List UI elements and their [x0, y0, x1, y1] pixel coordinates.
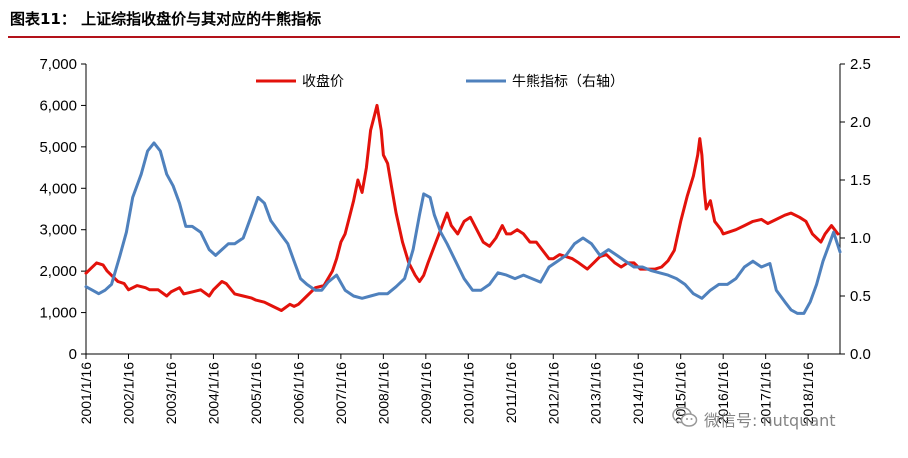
legend-label: 牛熊指标（右轴） — [512, 74, 624, 90]
y-right-tick-label: 0.5 — [850, 288, 871, 305]
y-left-tick-label: 3,000 — [39, 222, 77, 239]
x-tick-label: 2004/1/16 — [205, 362, 221, 424]
y-left-tick-label: 1,000 — [39, 305, 77, 322]
y-left-tick-label: 0 — [69, 346, 77, 363]
x-tick-label: 2002/1/16 — [120, 362, 136, 424]
title-underline — [8, 36, 900, 38]
y-right-tick-label: 2.5 — [850, 56, 871, 73]
x-tick-label: 2008/1/16 — [375, 362, 391, 424]
bull-bear-indicator-line — [84, 141, 842, 315]
x-tick-label: 2013/1/16 — [588, 362, 604, 424]
x-tick-label: 2014/1/16 — [630, 362, 646, 424]
x-tick-label: 2017/1/16 — [758, 362, 774, 424]
y-right-tick-label: 1.5 — [850, 172, 871, 189]
x-tick-label: 2012/1/16 — [545, 362, 561, 424]
wechat-icon — [672, 406, 698, 427]
x-tick-label: 2006/1/16 — [290, 362, 306, 424]
watermark-text: 微信号: nutquant — [704, 411, 836, 430]
x-tick-label: 2016/1/16 — [715, 362, 731, 424]
figure-title: 图表11： 上证综指收盘价与其对应的牛熊指标 — [10, 10, 322, 28]
y-left-tick-label: 4,000 — [39, 180, 77, 197]
y-left-tick-label: 6,000 — [39, 97, 77, 114]
y-left-tick-label: 5,000 — [39, 139, 77, 156]
x-tick-label: 2010/1/16 — [460, 362, 476, 424]
x-tick-label: 2003/1/16 — [163, 362, 179, 424]
y-left-tick-label: 7,000 — [39, 56, 77, 73]
y-right-tick-label: 2.0 — [850, 114, 871, 131]
x-tick-label: 2011/1/16 — [503, 362, 519, 423]
y-right-tick-label: 1.0 — [850, 230, 871, 247]
y-right-tick-label: 0.0 — [850, 346, 871, 363]
x-tick-label: 2007/1/16 — [333, 362, 349, 424]
y-left-tick-label: 2,000 — [39, 263, 77, 280]
x-tick-label: 2018/1/16 — [800, 362, 816, 424]
figure-title-bar: 图表11： 上证综指收盘价与其对应的牛熊指标 — [0, 0, 908, 38]
x-tick-label: 2001/1/16 — [78, 362, 94, 424]
close-price-line — [84, 103, 840, 312]
x-tick-label: 2005/1/16 — [248, 362, 264, 424]
x-tick-label: 2009/1/16 — [418, 362, 434, 424]
wechat-watermark: 微信号: nutquant — [672, 404, 902, 432]
legend-label: 收盘价 — [302, 73, 344, 90]
